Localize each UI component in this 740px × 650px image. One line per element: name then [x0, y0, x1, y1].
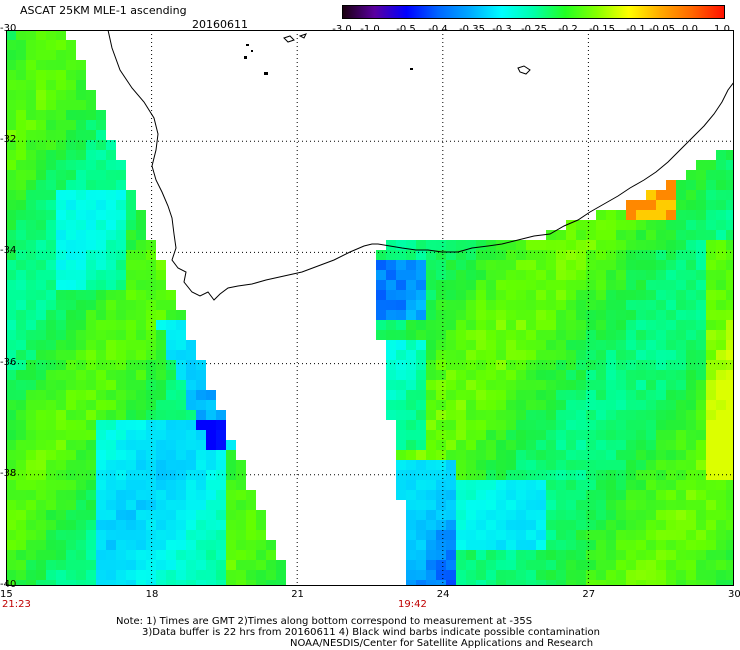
island	[410, 68, 413, 70]
island	[244, 56, 247, 59]
latitude-label: -30	[0, 23, 17, 34]
right-swath-data	[376, 150, 734, 586]
product-title: ASCAT 25KM MLE-1 ascending	[20, 4, 187, 17]
longitude-label: 30	[728, 589, 740, 600]
island	[251, 50, 253, 52]
note-line-3: NOAA/NESDIS/Center for Satellite Applica…	[290, 638, 594, 649]
left-swath-data	[6, 30, 286, 586]
island	[264, 72, 268, 75]
island	[517, 65, 531, 75]
latitude-label: -40	[0, 579, 17, 590]
latitude-label: -36	[0, 356, 17, 368]
color-scale-tick-label: -1.0	[360, 24, 380, 35]
longitude-label: 18	[145, 589, 159, 600]
color-scale-tick-label: -0.15	[589, 24, 615, 35]
longitude-label: 15	[0, 589, 13, 600]
color-scale-tick-label: 0.0	[682, 24, 698, 35]
color-scale-tick-label: -0.35	[459, 24, 485, 35]
coastline	[107, 30, 734, 301]
island	[246, 44, 249, 46]
lat-lon-grid	[6, 30, 734, 586]
longitude-label: 21	[291, 589, 304, 600]
latitude-label: -34	[0, 245, 17, 257]
color-scale-bar	[342, 5, 725, 19]
color-scale-tick-label: -0.1	[626, 24, 646, 35]
time-left: 21:23	[2, 599, 31, 610]
longitude-label: 27	[582, 589, 596, 600]
color-scale-tick-label: -0.5	[396, 24, 416, 35]
longitude-label: 24	[436, 589, 450, 600]
island	[298, 33, 307, 39]
note-line-2: 3)Data buffer is 22 hrs from 20160611 4)…	[142, 627, 600, 638]
product-date: 20160611	[192, 18, 248, 31]
latitude-label: -32	[0, 134, 17, 146]
wind-map	[6, 30, 734, 586]
latitude-label: -38	[0, 467, 17, 479]
note-line-1: Note: 1) Times are GMT 2)Times along bot…	[116, 616, 533, 627]
time-right: 19:42	[398, 599, 427, 610]
color-scale-tick-label: -0.4	[428, 24, 448, 35]
color-scale-tick-label: -3.0	[332, 24, 352, 35]
color-scale-tick-label: -0.3	[492, 24, 512, 35]
color-scale-tick-label: -0.05	[649, 24, 675, 35]
color-scale-tick-label: -0.25	[521, 24, 547, 35]
color-scale-tick-label: 1.0	[714, 24, 730, 35]
island	[283, 35, 295, 43]
color-scale-labels: -3.0 -1.0 -0.5 -0.4 -0.35 -0.3 -0.25 -0.2 -0.15-…	[330, 24, 740, 38]
color-scale-tick-label: -0.2	[558, 24, 578, 35]
